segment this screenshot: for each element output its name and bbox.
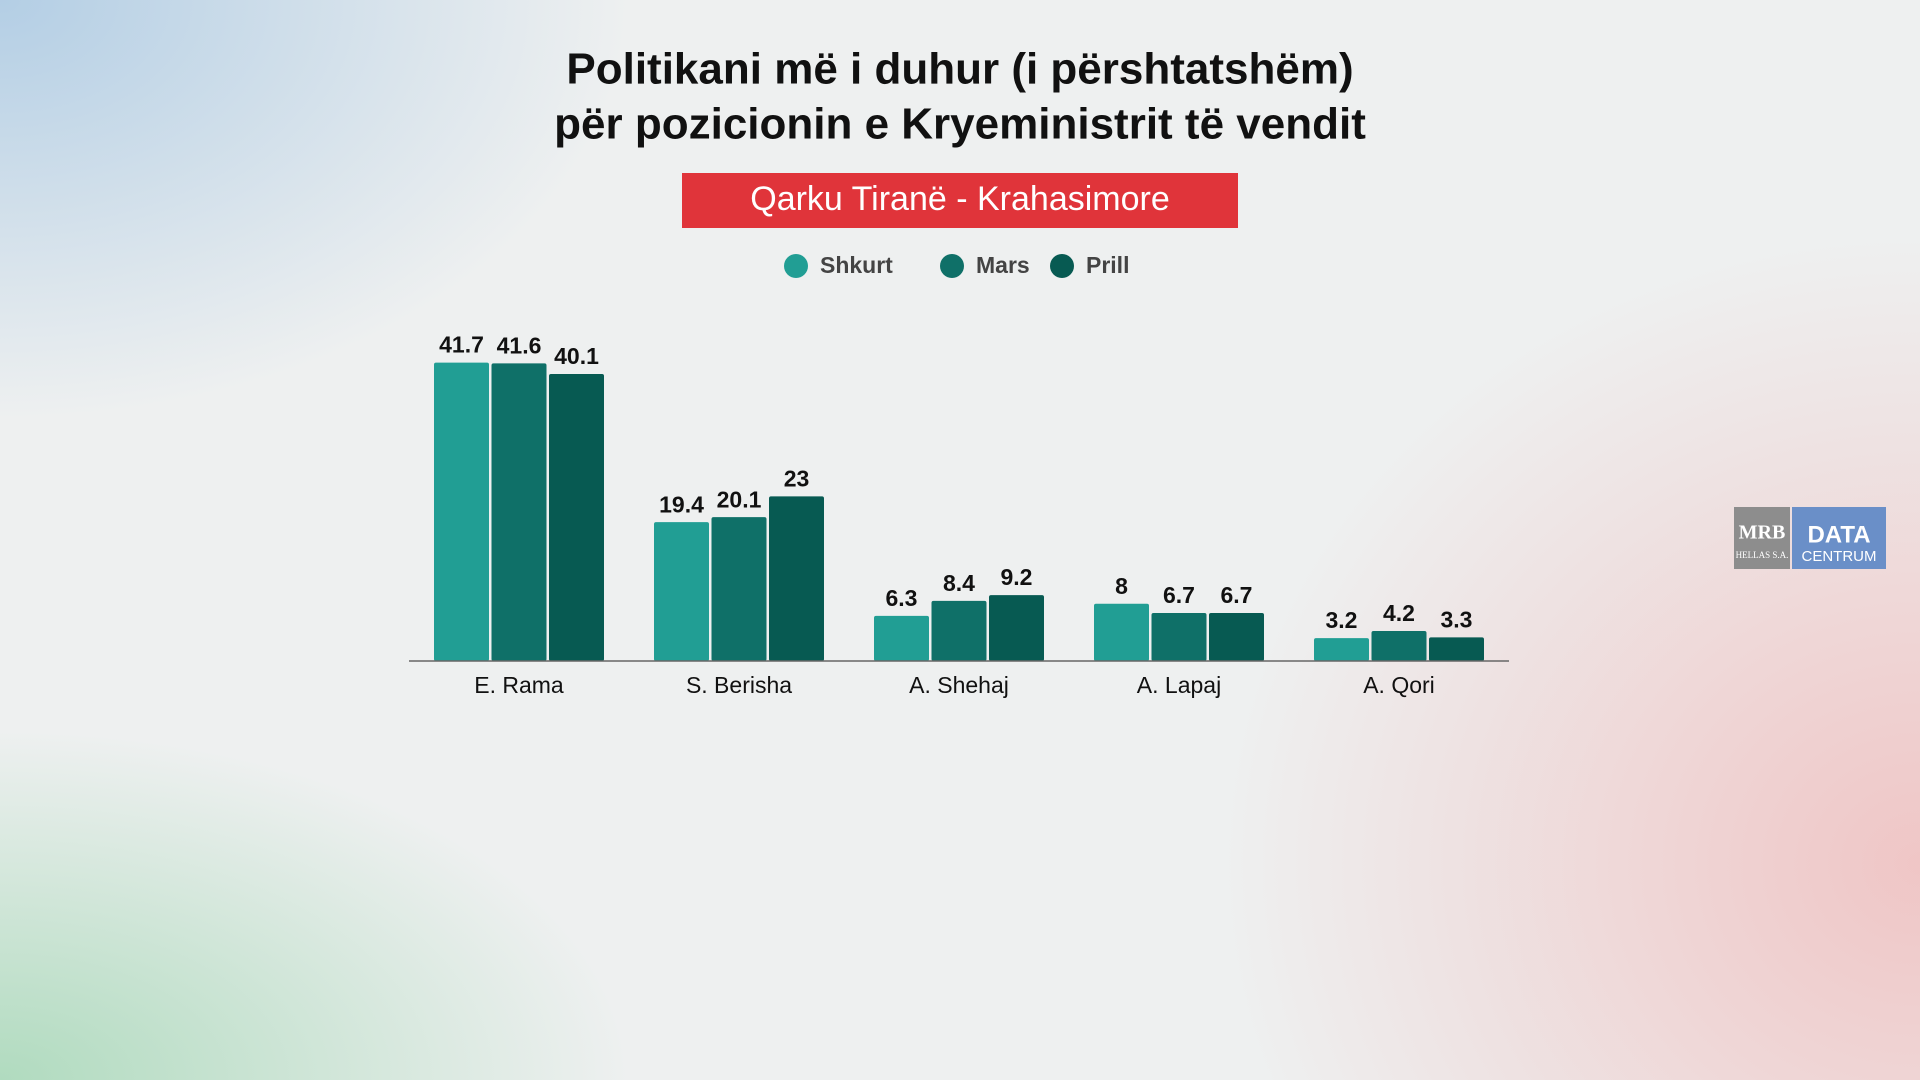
bar — [931, 600, 987, 661]
value-label: 19.4 — [659, 491, 704, 517]
value-label: 9.2 — [1001, 564, 1033, 590]
value-label: 23 — [784, 466, 810, 492]
value-label: 41.7 — [439, 332, 484, 358]
bar — [654, 522, 709, 661]
bar — [1209, 613, 1264, 661]
value-label: 40.1 — [554, 343, 599, 369]
x-tick-label: A. Lapaj — [1137, 672, 1221, 698]
bar — [1151, 613, 1207, 661]
bar — [434, 362, 489, 661]
chart-title: Politikani më i duhur (i përshtatshëm) — [566, 45, 1353, 94]
bar — [1094, 603, 1149, 661]
logo: MRB HELLAS S.A. DATA CENTRUM — [1734, 507, 1886, 569]
value-label: 6.3 — [886, 585, 918, 611]
x-tick-label: E. Rama — [474, 672, 564, 698]
legend-label: Prill — [1086, 252, 1129, 278]
bar — [1314, 638, 1369, 661]
value-label: 6.7 — [1163, 582, 1195, 608]
bar — [491, 363, 547, 661]
bar — [1429, 637, 1484, 661]
logo-text: DATA — [1807, 521, 1870, 548]
legend-label: Mars — [976, 252, 1030, 278]
bar — [549, 374, 604, 661]
value-label: 41.6 — [497, 332, 542, 358]
value-label: 8.4 — [943, 570, 975, 596]
value-label: 8 — [1115, 573, 1128, 599]
bar — [1371, 630, 1427, 661]
legend-label: Shkurt — [820, 252, 893, 278]
value-label: 3.2 — [1326, 607, 1358, 633]
legend-marker — [1050, 254, 1074, 278]
value-label: 4.2 — [1383, 600, 1415, 626]
legend-marker — [940, 254, 964, 278]
x-tick-label: S. Berisha — [686, 672, 792, 698]
chart-subtitle: Qarku Tiranë - Krahasimore — [750, 180, 1170, 218]
bar — [769, 496, 824, 661]
x-tick-label: A. Qori — [1363, 672, 1435, 698]
bar — [989, 595, 1044, 661]
value-label: 3.3 — [1441, 606, 1473, 632]
chart-title: për pozicionin e Kryeministrit të vendit — [554, 100, 1366, 149]
x-tick-label: A. Shehaj — [909, 672, 1009, 698]
legend-marker — [784, 254, 808, 278]
bar — [874, 615, 929, 661]
logo-text: MRB — [1739, 522, 1786, 544]
subtitle-box — [682, 173, 1238, 228]
bar — [711, 517, 767, 661]
value-label: 20.1 — [717, 486, 762, 512]
logo-box — [1734, 507, 1790, 569]
logo-box — [1792, 507, 1886, 569]
value-label: 6.7 — [1221, 582, 1253, 608]
logo-text: HELLAS S.A. — [1736, 550, 1789, 560]
logo-text: CENTRUM — [1802, 548, 1877, 565]
